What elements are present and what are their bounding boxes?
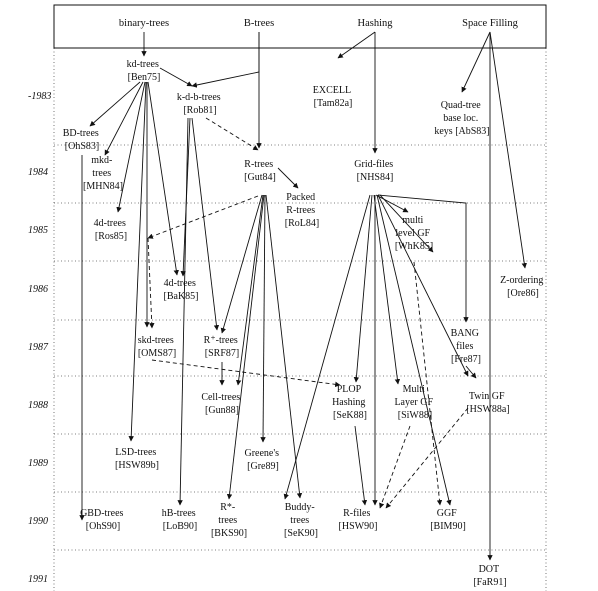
edge: [147, 195, 259, 239]
year-label: 1984: [28, 167, 48, 178]
node-bang-files: BANG files [Fre87]: [451, 328, 482, 365]
year-label: 1988: [28, 400, 48, 411]
edge: [159, 67, 193, 87]
node-kd-trees: kd-trees [Ben75]: [127, 59, 162, 83]
edge: [337, 31, 376, 59]
node-hb-trees: hB-trees [LoB90]: [162, 508, 198, 532]
edge: [151, 359, 341, 388]
edge: [260, 194, 266, 443]
node-mkd-trees: mkd- trees [MHN84]: [83, 155, 123, 192]
node-r-star-trees: R*- trees [BKS90]: [211, 502, 247, 539]
year-label: 1987: [28, 342, 49, 353]
year-axis: -1983 1984 1985 1986 1987 1988 1989 1990…: [28, 91, 51, 585]
edge: [220, 194, 263, 334]
edge: [147, 237, 155, 329]
node-packed-r-trees: Packed R-trees [RoL84]: [285, 192, 319, 229]
edge: [465, 365, 477, 379]
edge: [375, 194, 409, 213]
node-ggf: GGF [BIM90]: [430, 508, 466, 532]
year-label: 1989: [28, 458, 48, 469]
node-4d-trees-bak85: 4d-trees [BaK85]: [164, 278, 199, 302]
edge: [128, 81, 147, 442]
edge: [226, 194, 265, 500]
node-multi-layer-gf: Multi Layer GF [SiW88]: [394, 384, 435, 421]
year-label: 1991: [28, 574, 48, 585]
edge: [191, 32, 260, 88]
edge: [376, 194, 452, 506]
edge: [353, 194, 373, 383]
node-z-ordering: Z-ordering [Ore86]: [500, 275, 546, 299]
year-label: -1983: [28, 91, 51, 102]
edges: [79, 31, 527, 561]
edge: [191, 117, 220, 331]
node-excell: EXCELL [Tam82a]: [313, 85, 353, 109]
node-lsd-trees: LSD-trees [HSW89b]: [115, 447, 159, 471]
node-4d-trees-ros85: 4d-trees [Ros85]: [94, 218, 129, 242]
node-cell-trees: Cell-trees [Gun88]: [201, 392, 242, 416]
edge: [379, 194, 434, 253]
node-bd-trees: BD-trees [OhS83]: [63, 128, 102, 152]
node-multi-level-gf: multi level GF [WhK85]: [395, 215, 433, 252]
node-dot: DOT [FaR91]: [473, 564, 506, 588]
edge: [235, 194, 264, 386]
header-categories: binary-trees B-trees Hashing Space Filli…: [119, 18, 519, 29]
edge: [413, 261, 443, 506]
edge: [379, 425, 411, 509]
node-plop-hashing: PLOP Hashing [SeK88]: [332, 384, 368, 421]
category-b-trees: B-trees: [244, 18, 274, 29]
node-quad-tree: Quad-tree base loc. keys [AbS83]: [434, 100, 489, 137]
year-label: 1985: [28, 225, 48, 236]
edge: [147, 81, 179, 276]
node-twin-gf: Twin GF [HSW88a]: [466, 391, 509, 415]
category-binary-trees: binary-trees: [119, 18, 169, 29]
edge: [489, 31, 527, 269]
category-hashing: Hashing: [358, 18, 394, 29]
edge: [89, 81, 141, 127]
nodes: kd-trees [Ben75] k-d-b-trees [Rob81] EXC…: [63, 59, 546, 588]
header-box: [53, 4, 547, 49]
year-label: 1990: [28, 516, 48, 527]
node-r-files: R-files [HSW90]: [339, 508, 378, 532]
edge: [377, 194, 469, 323]
edge: [116, 81, 146, 213]
node-r-trees: R-trees [Gut84]: [244, 159, 276, 183]
edge: [277, 167, 299, 189]
edge: [205, 117, 259, 151]
node-grid-files: Grid-files [NHS84]: [354, 159, 395, 183]
node-gbd-trees: GBD-trees [OhS90]: [80, 508, 126, 532]
edge: [265, 194, 303, 499]
year-label: 1986: [28, 284, 48, 295]
node-r-plus-trees: R⁺-trees [SRF87]: [204, 335, 241, 359]
edge: [385, 407, 469, 509]
edge: [177, 117, 189, 506]
edge: [377, 194, 469, 377]
node-buddy-trees: Buddy- trees [SeK90]: [284, 502, 318, 539]
edge: [283, 194, 371, 500]
node-k-d-b-trees: k-d-b-trees [Rob81]: [177, 92, 223, 116]
edge: [104, 81, 144, 156]
node-skd-trees: skd-trees [OMS87]: [138, 335, 177, 359]
edge: [373, 194, 401, 385]
category-space-filling: Space Filling: [462, 18, 518, 29]
edge: [354, 425, 368, 506]
node-greenes: Greene's [Gre89]: [244, 448, 281, 472]
edge: [461, 31, 491, 93]
